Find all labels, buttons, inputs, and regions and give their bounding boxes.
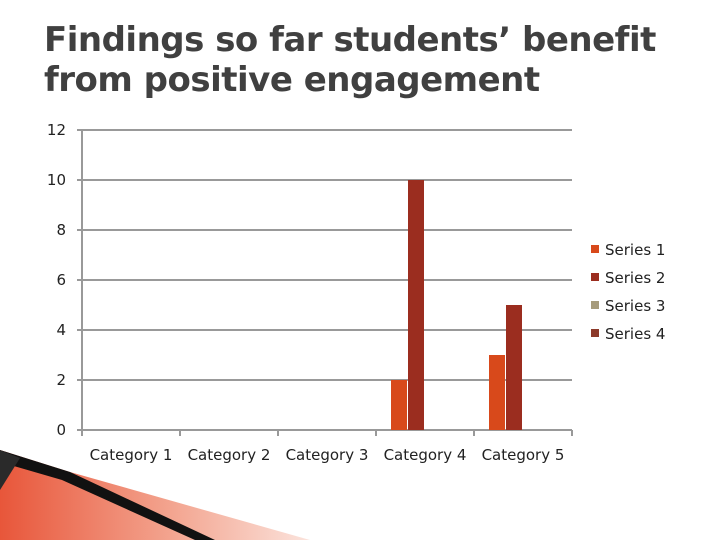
x-tick-label: Category 1 <box>90 446 173 464</box>
legend-swatch <box>591 329 599 337</box>
x-tick-label: Category 5 <box>482 446 565 464</box>
gridlines <box>77 129 572 381</box>
legend: Series 1 Series 2 Series 3 Series 4 <box>591 241 665 343</box>
tick-labels: 0 2 4 6 8 10 12 Category 1 Category 2 Category 3 C… <box>47 121 565 464</box>
legend-label: Series 1 <box>605 241 665 259</box>
bar-series-1 <box>391 380 407 430</box>
bar-series-2 <box>506 305 522 430</box>
corner-decoration <box>0 450 310 540</box>
y-tick-label: 10 <box>47 171 66 189</box>
x-tick-label: Category 2 <box>188 446 271 464</box>
x-tick-label: Category 3 <box>286 446 369 464</box>
corner-dark-stroke <box>0 450 215 540</box>
slide-title-line-1: Findings so far students’ benefit <box>44 20 656 60</box>
y-tick-label: 12 <box>47 121 66 139</box>
y-tick-label: 8 <box>56 221 66 239</box>
legend-swatch <box>591 273 599 281</box>
legend-swatch <box>591 301 599 309</box>
y-tick-label: 6 <box>56 271 66 289</box>
x-tick-label: Category 4 <box>384 446 467 464</box>
corner-dark-edge <box>0 450 20 490</box>
corner-accent-shape <box>0 450 310 540</box>
legend-swatch <box>591 245 599 253</box>
y-tick-label: 4 <box>56 321 66 339</box>
bar-series-1 <box>489 355 505 430</box>
legend-label: Series 3 <box>605 297 665 315</box>
y-tick-label: 2 <box>56 371 66 389</box>
slide-title: Findings so far students’ benefit from p… <box>44 20 684 100</box>
bars <box>391 180 522 430</box>
bar-series-2 <box>408 180 424 430</box>
slide-title-line-2: from positive engagement <box>44 60 540 100</box>
legend-label: Series 2 <box>605 269 665 287</box>
y-tick-label: 0 <box>56 421 66 439</box>
legend-label: Series 4 <box>605 325 665 343</box>
